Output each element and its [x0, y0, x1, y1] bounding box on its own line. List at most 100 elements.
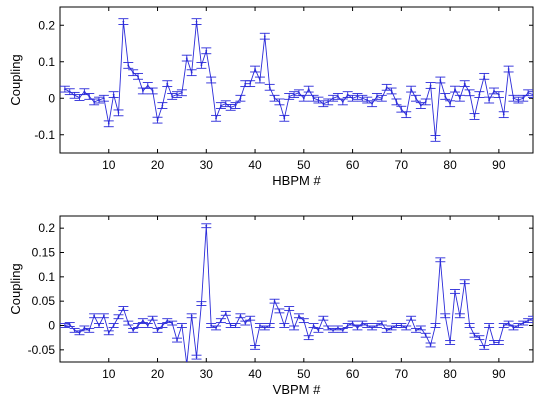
- hbpm-errorbar: [337, 98, 348, 106]
- hbpm-data-point: [483, 75, 486, 78]
- hbpm-errorbar: [454, 94, 465, 102]
- hbpm-data-point: [259, 79, 261, 81]
- vbpm-errorbar: [79, 325, 90, 331]
- vbpm-data-point: [244, 322, 247, 324]
- vbpm-data-point: [454, 290, 456, 293]
- hbpm-errorbar: [152, 116, 163, 124]
- vbpm-series: [60, 223, 533, 362]
- hbpm-errorbar: [118, 18, 129, 25]
- vbpm-ylabel: Coupling: [8, 263, 23, 314]
- vbpm-errorbar: [64, 322, 75, 327]
- hbpm-xlabel: HBPM #: [272, 173, 321, 188]
- vbpm-errorbar: [381, 327, 392, 333]
- hbpm-data-point: [337, 95, 339, 98]
- hbpm-data-point: [98, 99, 100, 101]
- hbpm-data-point: [263, 35, 266, 38]
- vbpm-errorbar: [157, 323, 168, 328]
- hbpm-errorbar: [425, 82, 436, 89]
- hbpm-data-point: [444, 95, 447, 98]
- vbpm-data-point: [93, 314, 96, 317]
- hbpm-xtick-label: 70: [395, 158, 409, 172]
- hbpm-errorbar: [449, 85, 460, 93]
- hbpm-errorbar: [347, 94, 358, 102]
- hbpm-data-point: [400, 108, 403, 111]
- vbpm-ytick-label: 0.1: [38, 270, 55, 284]
- hbpm-errorbar: [420, 98, 431, 106]
- vbpm-errorbar: [459, 279, 470, 285]
- hbpm-data-point: [429, 84, 432, 87]
- hbpm-xtick-label: 50: [297, 158, 311, 172]
- vbpm-errorbar: [108, 323, 119, 328]
- vbpm-errorbar: [308, 323, 319, 328]
- vbpm-errorbar: [172, 337, 183, 343]
- hbpm-data-point: [146, 84, 149, 87]
- vbpm-errorbar: [147, 315, 158, 321]
- vbpm-data-point: [200, 302, 203, 305]
- hbpm-data-point: [288, 95, 291, 98]
- hbpm-errorbar: [69, 91, 80, 99]
- hbpm-errorbar: [269, 94, 280, 102]
- hbpm-errorbar: [279, 114, 290, 122]
- vbpm-data-point: [268, 324, 271, 327]
- vbpm-xtick-label: 20: [151, 367, 165, 381]
- vbpm-errorbar: [415, 325, 426, 331]
- hbpm-data-point: [522, 97, 525, 100]
- vbpm-errorbar: [94, 323, 105, 328]
- hbpm-xtick-label: 60: [346, 158, 360, 172]
- hbpm-errorbar: [186, 69, 197, 77]
- hbpm-errorbar: [113, 109, 124, 117]
- hbpm-errorbar: [64, 88, 75, 96]
- hbpm-data-point: [190, 71, 193, 74]
- vbpm-data-point: [312, 324, 315, 327]
- hbpm-data-point: [390, 90, 393, 92]
- hbpm-data-point: [371, 102, 373, 105]
- vbpm-errorbar: [167, 320, 178, 326]
- hbpm-ytick-label: 0.1: [38, 55, 55, 69]
- vbpm-data-point: [132, 329, 135, 332]
- hbpm-data-point: [351, 97, 354, 100]
- vbpm-data-point: [68, 323, 71, 326]
- vbpm-errorbar: [89, 313, 100, 319]
- hbpm-data-point: [122, 20, 125, 23]
- hbpm-data-point: [171, 95, 174, 98]
- vbpm-errorbar: [449, 289, 460, 294]
- hbpm-errorbar: [328, 94, 339, 102]
- vbpm-errorbar: [469, 332, 480, 338]
- hbpm-data-point: [473, 115, 476, 118]
- hbpm-data-point: [405, 113, 408, 116]
- hbpm-data-point: [102, 97, 105, 100]
- vbpm-xlabel: VBPM #: [273, 382, 321, 397]
- hbpm-data-point: [527, 91, 530, 94]
- vbpm-errorbar: [352, 325, 363, 331]
- vbpm-data-point: [239, 314, 242, 317]
- hbpm-errorbar: [308, 94, 319, 102]
- hbpm-data-point: [176, 93, 178, 96]
- hbpm-data-point: [200, 64, 203, 67]
- vbpm-data-point: [176, 339, 178, 341]
- hbpm-errorbar: [391, 98, 402, 106]
- hbpm-data-point: [312, 97, 315, 100]
- vbpm-errorbar: [186, 313, 197, 319]
- vbpm-xtick-label: 50: [297, 367, 311, 381]
- hbpm-errorbar: [250, 65, 261, 73]
- vbpm-errorbar: [240, 320, 251, 326]
- vbpm-errorbar: [196, 301, 207, 306]
- hbpm-data-point: [215, 117, 217, 120]
- vbpm-errorbar: [98, 313, 109, 319]
- hbpm-data-point: [112, 93, 115, 96]
- vbpm-xtick-label: 30: [200, 367, 214, 381]
- vbpm-data-point: [78, 331, 81, 334]
- vbpm-errorbar: [113, 314, 124, 320]
- hbpm-data-point: [322, 102, 325, 105]
- vbpm-errorbar: [313, 327, 324, 333]
- hbpm-data-point: [234, 104, 237, 107]
- hbpm-errorbar: [415, 102, 426, 109]
- hbpm-data-point: [307, 88, 310, 91]
- hbpm-errorbar: [157, 102, 168, 109]
- hbpm-data-point: [93, 101, 96, 103]
- vbpm-errorbar: [425, 342, 436, 348]
- hbpm-data-point: [502, 113, 505, 116]
- vbpm-errorbar: [528, 315, 533, 321]
- vbpm-errorbar: [230, 323, 241, 328]
- vbpm-data-point: [195, 356, 198, 359]
